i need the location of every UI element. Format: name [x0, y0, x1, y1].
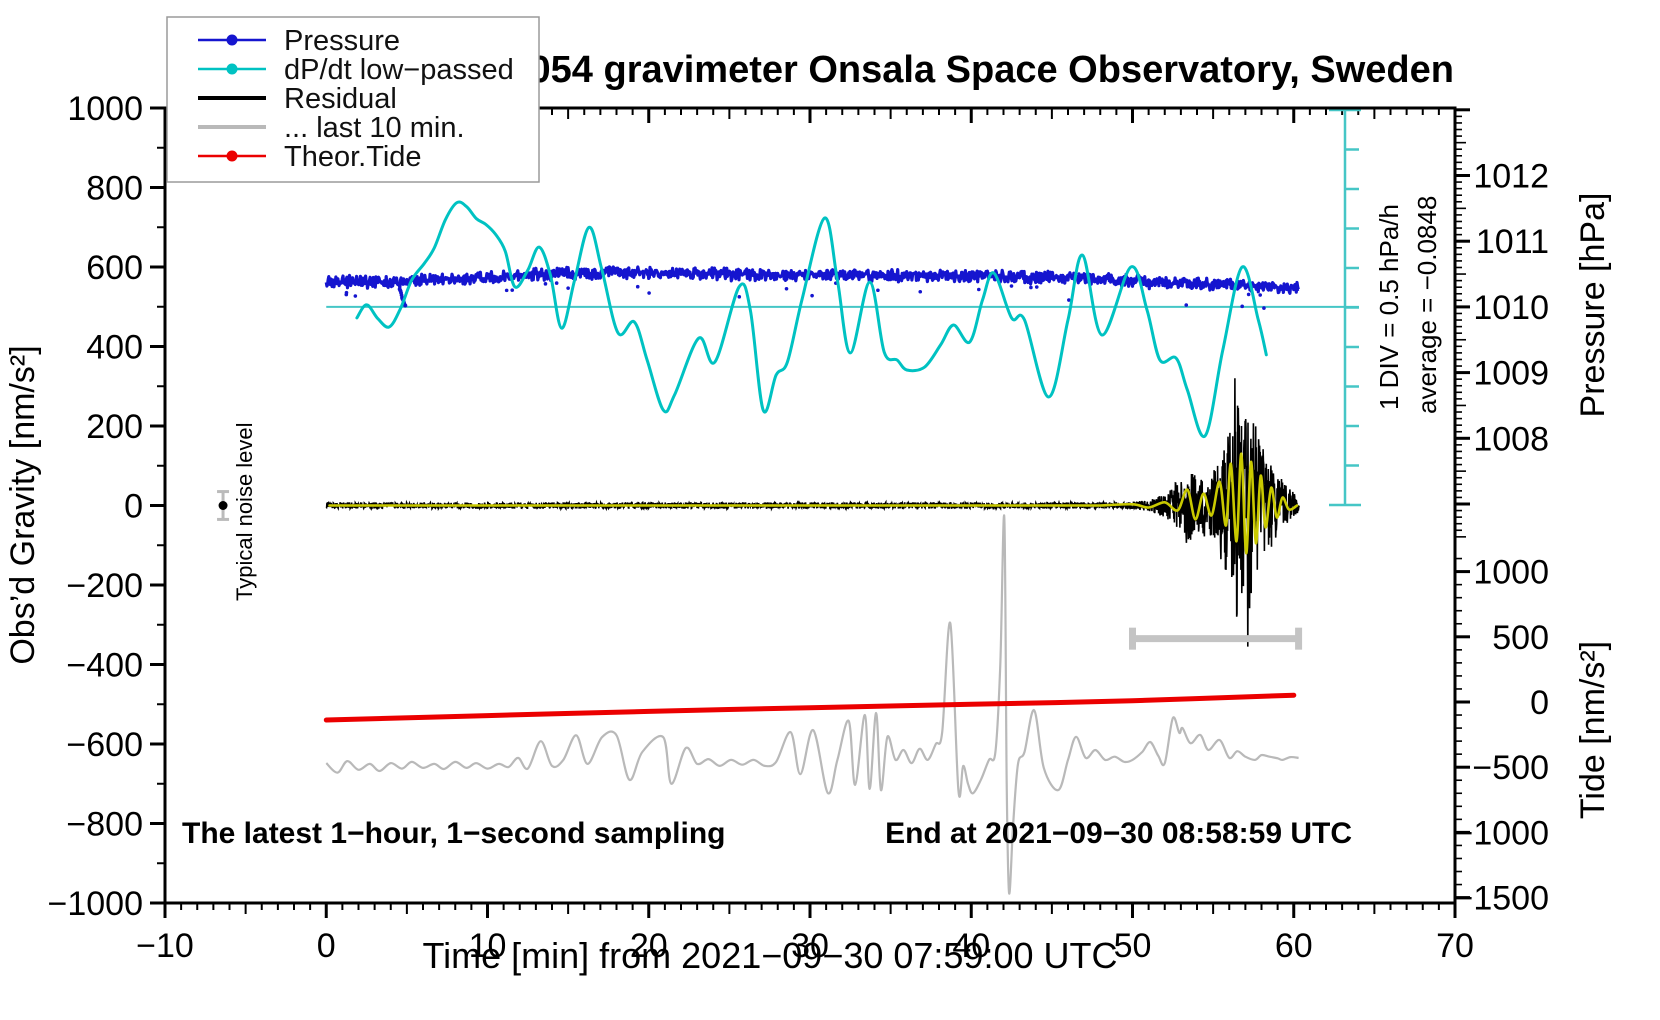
x-axis-title: Time [min] from 2021−09−30 07:59:00 UTC: [422, 935, 1117, 976]
noise-level-label: Typical noise level: [232, 422, 257, 601]
tide-tick-label: 500: [1492, 619, 1549, 657]
x-tick-label: 40: [952, 927, 990, 965]
pressure-outlier-dot: [504, 288, 509, 293]
chart-title: SCG_054 gravimeter Onsala Space Observat…: [426, 49, 1454, 91]
pressure-outlier-dot: [1067, 298, 1071, 302]
tide-curve: [323, 692, 1297, 723]
y-left-tick-label: −1000: [48, 885, 144, 923]
dpdt-curve: [355, 200, 1268, 438]
x-tick-label: 20: [630, 927, 668, 965]
x-tick-label: 70: [1436, 927, 1474, 965]
pressure-outlier-dot: [1258, 293, 1263, 297]
pressure-outlier-dot: [810, 293, 814, 298]
y-left-tick-label: 800: [86, 170, 143, 208]
tide-tick-label: 0: [1530, 684, 1549, 722]
pressure-curve: [324, 265, 1300, 295]
y-left-tick-label: 0: [124, 488, 143, 526]
pressure-outlier-dot: [510, 288, 515, 292]
pressure-outlier-dot: [1262, 306, 1266, 310]
y-left-tick-label: −200: [66, 567, 143, 605]
pressure-outlier-dot: [918, 289, 923, 294]
pressure-dip-dots: [403, 303, 408, 308]
plot-border: [163, 106, 1457, 905]
pressure-outlier-dot: [647, 291, 651, 295]
axis-ticks: −1000−800−600−400−20002004006008001000−1…: [48, 90, 1550, 965]
y-left-tick-label: 600: [86, 249, 143, 287]
tide-axis-title: Tide [nm/s²]: [1574, 641, 1612, 819]
pressure-tick-label: 1008: [1473, 420, 1549, 458]
legend-item-label: Residual: [284, 83, 397, 115]
y-left-tick-label: 1000: [67, 90, 143, 128]
pressure-outlier-dot: [635, 284, 640, 289]
y-left-tick-label: 400: [86, 329, 143, 367]
pressure-outlier-dot: [1184, 303, 1189, 307]
pressure-outlier-dot: [1009, 284, 1014, 288]
legend-item-label: Pressure: [284, 25, 400, 57]
div-scale-annotation: 1 DIV = 0.5 hPa/h: [1374, 204, 1404, 410]
end-time-note: End at 2021−09−30 08:58:59 UTC: [885, 817, 1352, 850]
sampling-note: The latest 1−hour, 1−second sampling: [182, 817, 726, 850]
pressure-outlier-dot: [976, 287, 981, 292]
data-curves: [217, 200, 1303, 895]
pressure-outlier-dot: [1246, 292, 1251, 297]
legend-marker-dot: [226, 150, 238, 162]
pressure-outlier-dot: [1240, 304, 1244, 309]
y-left-tick-label: −800: [66, 806, 143, 844]
tide-tick-label: 1000: [1473, 554, 1549, 592]
x-tick-label: 10: [469, 927, 507, 965]
pressure-outlier-dot: [1034, 285, 1039, 289]
pressure-outlier-dot: [543, 282, 548, 286]
legend-item-label: ... last 10 min.: [284, 112, 465, 144]
legend-item-label: Theor.Tide: [284, 141, 422, 173]
y-left-tick-label: −600: [66, 726, 143, 764]
x-tick-label: 0: [317, 927, 336, 965]
pressure-tick-label: 1012: [1473, 158, 1549, 196]
legend-marker-dot: [226, 63, 238, 75]
pressure-outlier-dot: [876, 288, 880, 293]
y-left-tick-label: 200: [86, 408, 143, 446]
average-annotation: average = −0.0848: [1412, 196, 1442, 414]
pressure-outlier-dot: [1029, 285, 1033, 290]
y-left-tick-label: −400: [66, 647, 143, 685]
pressure-outlier-dot: [566, 286, 570, 290]
tide-tick-label: −1000: [1454, 814, 1550, 852]
residual-curve: [325, 378, 1300, 647]
pressure-axis-title: Pressure [hPa]: [1574, 193, 1612, 418]
last10min-curve: [325, 514, 1299, 895]
legend-item-label: dP/dt low−passed: [284, 54, 514, 86]
pressure-outlier-dot: [554, 281, 559, 285]
pressure-tick-label: 1011: [1476, 223, 1549, 261]
pressure-outlier-dot: [784, 286, 789, 291]
pressure-tick-label: 1010: [1473, 289, 1549, 327]
pressure-outlier-dot: [344, 290, 349, 295]
tide-tick-label: −500: [1472, 749, 1549, 787]
legend-marker-dot: [226, 34, 238, 46]
tide-tick-label: −1500: [1454, 880, 1550, 918]
x-tick-label: −10: [136, 927, 194, 965]
pressure-tick-label: 1009: [1473, 355, 1549, 393]
y-left-axis-title: Obs’d Gravity [nm/s²]: [4, 345, 42, 664]
residual-lowpass-curve: [328, 452, 1299, 555]
plot-frame: [163, 106, 1457, 905]
pressure-outlier-dot: [353, 294, 358, 298]
x-tick-label: 50: [1114, 927, 1152, 965]
noise-marker-dot: [218, 501, 228, 510]
x-tick-label: 60: [1275, 927, 1313, 965]
pressure-outlier-dot: [737, 295, 742, 299]
x-tick-label: 30: [791, 927, 829, 965]
